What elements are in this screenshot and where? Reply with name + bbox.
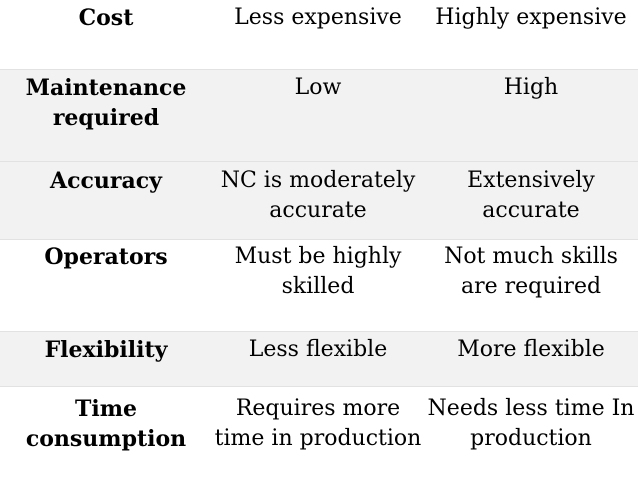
row-label: Maintenance required xyxy=(25,75,187,131)
row-label: Operators xyxy=(44,244,168,270)
cell-column-1: Low xyxy=(294,75,342,100)
cell-column-2: Not much skills are required xyxy=(444,244,618,299)
table-row-flexibility: Flexibility Less flexible More flexible xyxy=(0,331,638,386)
cell-column-1: Must be highly skilled xyxy=(234,244,402,299)
table-row-time: Time consumption Requires more time in p… xyxy=(0,386,638,478)
row-label: Time consumption xyxy=(25,396,187,452)
cell-column-1: Less expensive xyxy=(234,5,402,30)
cell-column-1: NC is moderately accurate xyxy=(220,168,416,223)
cell-column-2: More flexible xyxy=(457,337,605,362)
row-label: Flexibility xyxy=(44,337,168,363)
row-label: Cost xyxy=(78,5,134,31)
table-row-maintenance: Maintenance required Low High xyxy=(0,69,638,161)
cell-column-2: Extensively accurate xyxy=(467,168,595,223)
cell-column-2: High xyxy=(503,75,559,100)
cell-column-2: Highly expensive xyxy=(435,5,627,30)
table-row-cost: Cost Less expensive Highly expensive xyxy=(0,0,638,69)
row-label: Accuracy xyxy=(50,168,162,194)
table-row-operators: Operators Must be highly skilled Not muc… xyxy=(0,239,638,331)
table-row-accuracy: Accuracy NC is moderately accurate Exten… xyxy=(0,161,638,239)
cell-column-2: Needs less time In production xyxy=(427,396,635,451)
cell-column-1: Requires more time in production xyxy=(214,396,422,451)
cell-column-1: Less flexible xyxy=(248,337,388,362)
